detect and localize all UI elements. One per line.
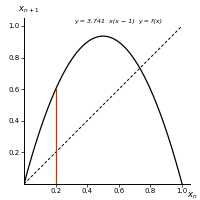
Text: $x_n$: $x_n$: [187, 190, 197, 200]
Text: y = 3.741  x(x − 1): y = 3.741 x(x − 1): [75, 19, 135, 24]
Text: y = f(x): y = f(x): [138, 19, 162, 24]
Text: $x_{n+1}$: $x_{n+1}$: [18, 4, 39, 15]
